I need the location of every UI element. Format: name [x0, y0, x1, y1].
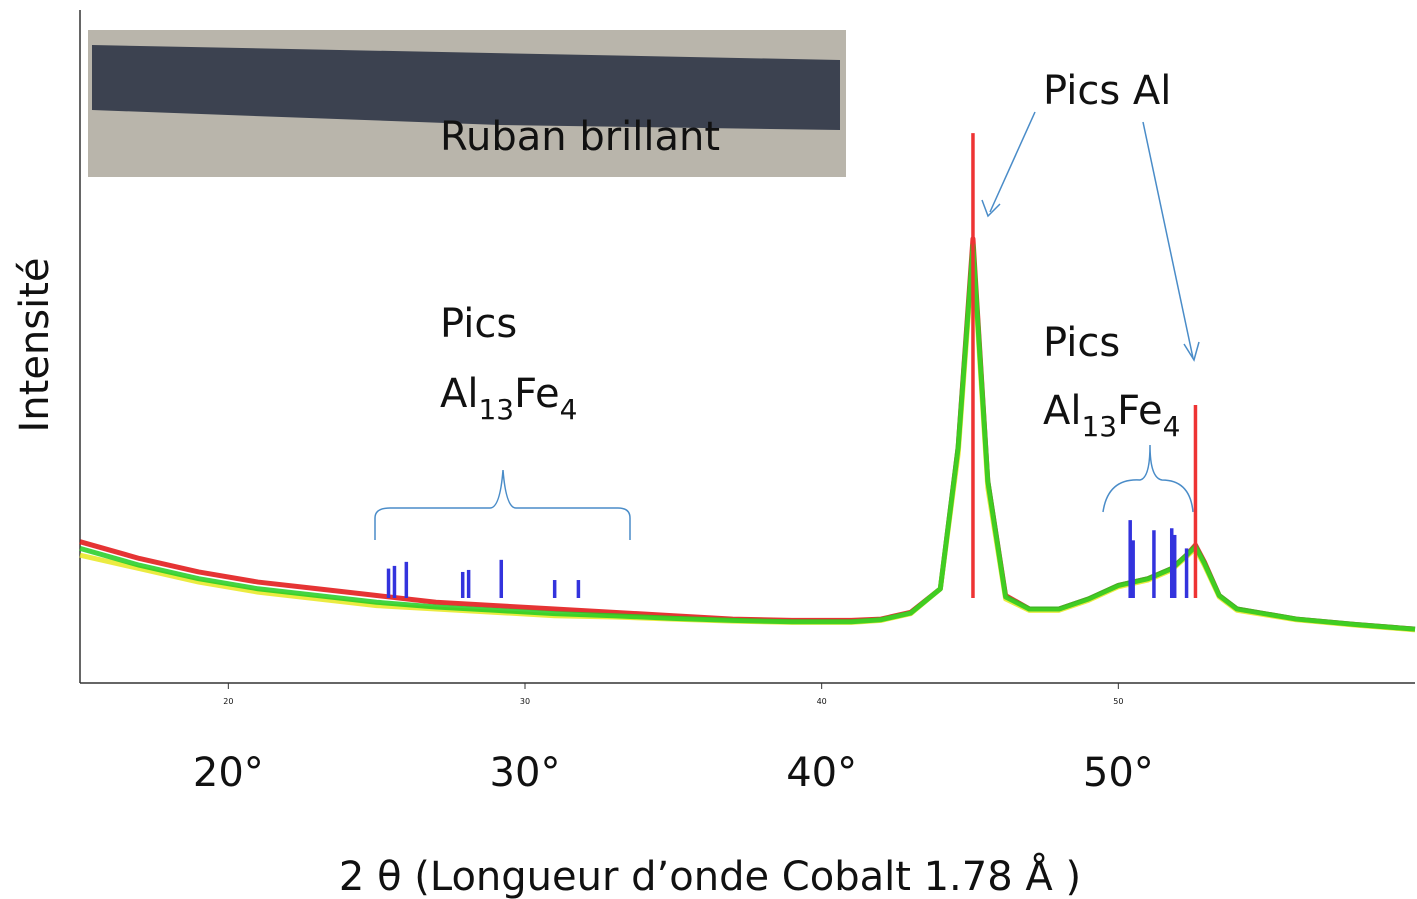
formula-part: Al [440, 371, 478, 417]
pattern-line [79, 249, 1416, 633]
arrow [989, 111, 1036, 213]
inset-caption: Ruban brillant [440, 114, 720, 160]
arrow [1142, 121, 1194, 359]
arrow-head [1183, 341, 1200, 362]
brace [1102, 444, 1194, 513]
subscript: 13 [478, 393, 514, 426]
x-tick-label-small: 20 [223, 697, 233, 706]
pattern-line [79, 243, 1416, 632]
x-tick-label: 40° [786, 750, 857, 796]
annotation-shapes [374, 111, 1200, 540]
x-tick-label-small: 30 [520, 697, 530, 706]
subscript: 4 [1163, 410, 1181, 443]
annotation-formula: Al13Fe4 [1043, 388, 1180, 443]
arrow-head [981, 199, 1001, 218]
formula-part: Al [1043, 388, 1081, 434]
annotation: Pics [1043, 320, 1120, 366]
x-axis-title: 2 θ (Longueur d’onde Cobalt 1.78 Å ) [339, 852, 1081, 899]
x-tick-label: 30° [490, 750, 561, 796]
formula-part: Fe [1117, 388, 1162, 434]
subscript: 4 [560, 393, 578, 426]
pattern-line [79, 236, 1416, 632]
inset-band [92, 45, 840, 130]
x-tick-label-small: 50 [1113, 697, 1123, 706]
annotation: Pics [440, 301, 517, 347]
formula-part: Fe [514, 371, 559, 417]
y-axis-title: Intensité [12, 257, 58, 432]
annotation-formula: Al13Fe4 [440, 371, 577, 426]
annotation: Pics Al [1043, 68, 1171, 114]
brace [374, 469, 631, 540]
subscript: 13 [1081, 410, 1117, 443]
x-tick-label: 20° [193, 750, 264, 796]
x-tick-label-small: 40 [817, 697, 827, 706]
x-tick-label: 50° [1083, 750, 1154, 796]
